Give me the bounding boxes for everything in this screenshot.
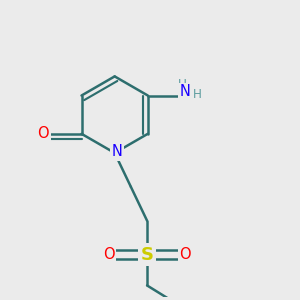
Text: O: O: [179, 247, 191, 262]
Text: H: H: [194, 88, 202, 100]
Text: S: S: [141, 245, 154, 263]
Text: N: N: [112, 144, 122, 159]
Text: O: O: [103, 247, 115, 262]
Text: N: N: [180, 85, 190, 100]
Text: H: H: [178, 78, 187, 91]
Text: O: O: [38, 126, 49, 141]
